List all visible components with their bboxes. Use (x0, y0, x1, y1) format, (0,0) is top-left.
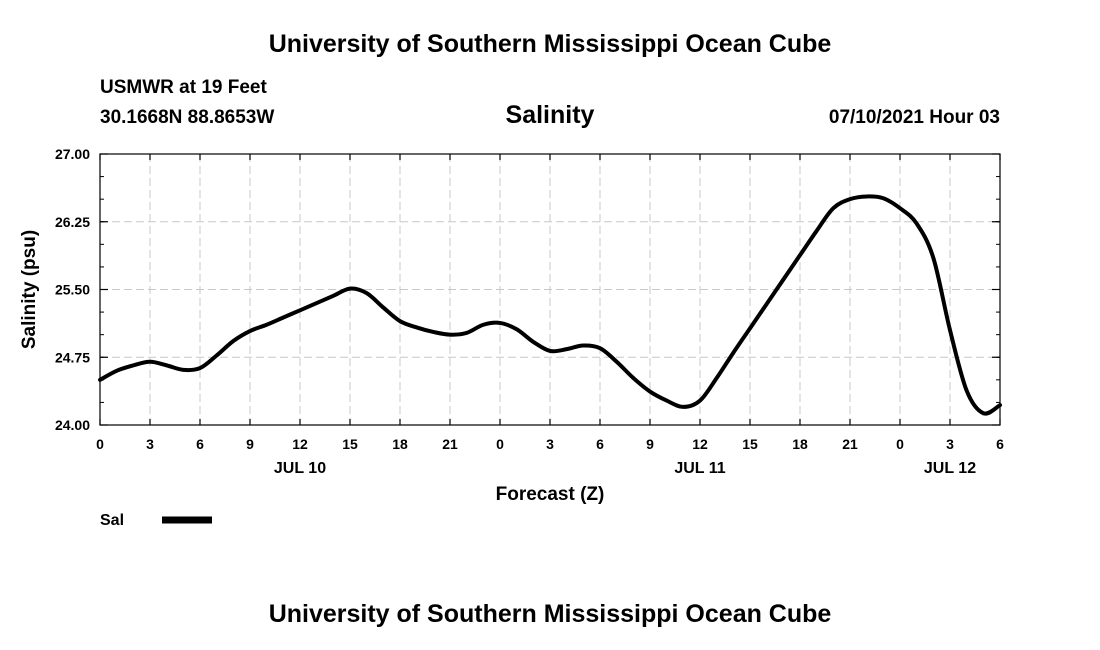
forecast-datetime: 07/10/2021 Hour 03 (828, 107, 1000, 128)
x-tick-label: 9 (246, 436, 254, 452)
x-tick-label: 21 (442, 436, 458, 452)
legend-label: Sal (100, 512, 124, 529)
x-tick-label: 9 (646, 436, 654, 452)
x-axis-title: Forecast (Z) (496, 484, 605, 505)
x-tick-label: 3 (946, 436, 954, 452)
y-tick-label: 24.75 (55, 349, 90, 365)
x-tick-label: 18 (792, 436, 808, 452)
x-tick-labels: 0 3 6 9 12 15 18 21 0 3 6 9 12 15 18 21 0 3 6 (96, 436, 1004, 452)
x-tick-label: 0 (896, 436, 904, 452)
x-tick-label: 18 (392, 436, 408, 452)
y-tick-label: 25.50 (55, 282, 90, 298)
day-label: JUL 11 (674, 460, 725, 477)
plot-frame (99, 153, 1001, 426)
y-tick-labels: 24.00 24.75 25.50 26.25 27.00 (55, 146, 90, 433)
series-line-sal (98, 194, 1002, 416)
x-tick-label: 3 (146, 436, 154, 452)
x-tick-label: 6 (596, 436, 604, 452)
y-tick-label: 24.00 (55, 417, 90, 433)
y-axis-title: Salinity (psu) (19, 230, 40, 349)
day-label: JUL 10 (274, 460, 326, 477)
x-tick-label: 3 (546, 436, 554, 452)
footer-title: University of Southern Mississippi Ocean… (268, 600, 832, 628)
parameter-title: Salinity (505, 101, 595, 129)
day-label: JUL 12 (924, 460, 976, 477)
x-tick-label: 12 (692, 436, 708, 452)
x-tick-label: 6 (996, 436, 1004, 452)
y-tick-label: 26.25 (55, 214, 90, 230)
x-tick-label: 0 (96, 436, 104, 452)
x-tick-label: 15 (742, 436, 758, 452)
x-tick-label: 21 (842, 436, 858, 452)
header-title: University of Southern Mississippi Ocean… (268, 30, 832, 58)
station-coordinates: 30.1668N 88.8653W (100, 107, 275, 128)
x-tick-label: 0 (496, 436, 504, 452)
axis-ticks (99, 153, 1001, 426)
x-tick-label: 6 (196, 436, 204, 452)
station-name: USMWR at 19 Feet (100, 77, 267, 98)
day-labels: JUL 10 JUL 11 JUL 12 (274, 460, 976, 477)
y-tick-label: 27.00 (55, 146, 90, 162)
x-tick-label: 15 (342, 436, 358, 452)
x-tick-label: 12 (292, 436, 308, 452)
